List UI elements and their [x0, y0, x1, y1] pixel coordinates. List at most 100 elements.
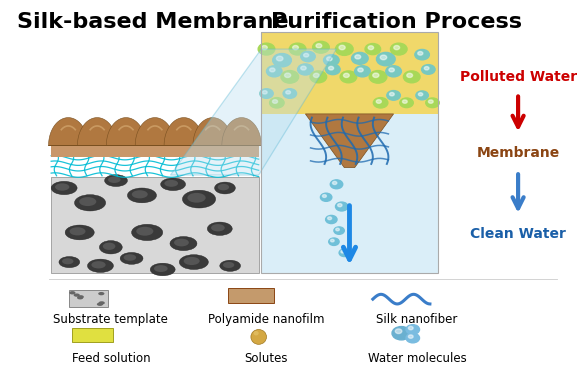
Circle shape — [400, 98, 413, 108]
FancyBboxPatch shape — [69, 290, 108, 306]
Circle shape — [292, 45, 298, 50]
Circle shape — [394, 45, 400, 50]
Circle shape — [418, 93, 423, 96]
Circle shape — [408, 335, 413, 338]
Circle shape — [322, 195, 326, 197]
Ellipse shape — [218, 184, 229, 190]
Circle shape — [281, 71, 298, 83]
Circle shape — [316, 44, 322, 48]
Ellipse shape — [132, 190, 148, 199]
Circle shape — [263, 91, 267, 94]
Circle shape — [355, 66, 370, 77]
Polygon shape — [135, 118, 175, 146]
Circle shape — [424, 67, 429, 70]
FancyBboxPatch shape — [51, 146, 259, 156]
Circle shape — [426, 98, 439, 108]
Circle shape — [404, 71, 420, 83]
Circle shape — [373, 73, 379, 77]
Circle shape — [335, 43, 353, 55]
Text: Silk-based Membrane: Silk-based Membrane — [16, 12, 288, 32]
Ellipse shape — [187, 193, 206, 203]
Circle shape — [331, 239, 334, 242]
Ellipse shape — [211, 224, 225, 231]
Circle shape — [283, 89, 297, 99]
Circle shape — [310, 71, 326, 83]
Circle shape — [406, 333, 419, 343]
Circle shape — [267, 66, 282, 77]
Circle shape — [406, 325, 419, 334]
FancyBboxPatch shape — [261, 114, 438, 273]
Circle shape — [334, 227, 345, 234]
Polygon shape — [170, 49, 336, 175]
Ellipse shape — [88, 259, 113, 273]
Ellipse shape — [215, 182, 235, 194]
Ellipse shape — [105, 175, 128, 186]
Ellipse shape — [132, 224, 163, 241]
Ellipse shape — [98, 292, 104, 295]
Ellipse shape — [251, 329, 267, 344]
FancyBboxPatch shape — [51, 177, 259, 273]
Text: Polyamide nanofilm: Polyamide nanofilm — [208, 313, 325, 326]
Circle shape — [390, 43, 407, 55]
Polygon shape — [228, 288, 274, 303]
Circle shape — [336, 228, 339, 231]
Circle shape — [358, 68, 363, 72]
Circle shape — [270, 98, 284, 108]
Ellipse shape — [91, 261, 106, 268]
Circle shape — [392, 326, 411, 340]
Ellipse shape — [62, 258, 74, 264]
Ellipse shape — [253, 331, 259, 335]
Circle shape — [365, 44, 381, 55]
Circle shape — [324, 55, 339, 66]
Ellipse shape — [207, 222, 232, 235]
Ellipse shape — [74, 195, 106, 211]
Circle shape — [326, 57, 332, 61]
Text: Purification Process: Purification Process — [271, 12, 522, 32]
Circle shape — [386, 66, 401, 77]
Ellipse shape — [51, 181, 77, 195]
Ellipse shape — [164, 180, 178, 187]
Circle shape — [314, 73, 319, 77]
Polygon shape — [305, 114, 394, 168]
Circle shape — [331, 180, 343, 189]
Circle shape — [329, 66, 333, 70]
Ellipse shape — [65, 225, 94, 240]
Polygon shape — [106, 118, 146, 146]
Circle shape — [260, 89, 273, 99]
Circle shape — [368, 46, 374, 50]
Circle shape — [408, 326, 413, 330]
Circle shape — [270, 68, 275, 72]
Circle shape — [338, 204, 342, 207]
Ellipse shape — [69, 291, 75, 294]
Polygon shape — [222, 118, 261, 146]
Circle shape — [341, 250, 345, 253]
Ellipse shape — [220, 260, 240, 271]
Circle shape — [335, 202, 348, 211]
Circle shape — [376, 100, 381, 103]
Circle shape — [373, 98, 388, 108]
Ellipse shape — [55, 183, 69, 191]
Ellipse shape — [99, 241, 122, 254]
Circle shape — [301, 51, 315, 62]
Circle shape — [422, 65, 435, 74]
Circle shape — [277, 56, 283, 61]
Circle shape — [301, 66, 306, 70]
Circle shape — [304, 53, 309, 57]
Polygon shape — [49, 118, 88, 146]
Circle shape — [326, 64, 340, 75]
Ellipse shape — [74, 293, 80, 297]
Text: Feed solution: Feed solution — [71, 352, 150, 365]
Circle shape — [285, 91, 291, 94]
Circle shape — [387, 91, 400, 100]
Polygon shape — [72, 327, 113, 342]
Circle shape — [390, 92, 394, 96]
Ellipse shape — [97, 303, 103, 306]
Ellipse shape — [108, 176, 121, 183]
Circle shape — [377, 52, 395, 66]
Circle shape — [380, 55, 387, 60]
Circle shape — [395, 329, 402, 334]
Text: Solutes: Solutes — [245, 352, 288, 365]
Circle shape — [343, 73, 349, 77]
Ellipse shape — [154, 265, 168, 272]
Circle shape — [298, 64, 313, 75]
